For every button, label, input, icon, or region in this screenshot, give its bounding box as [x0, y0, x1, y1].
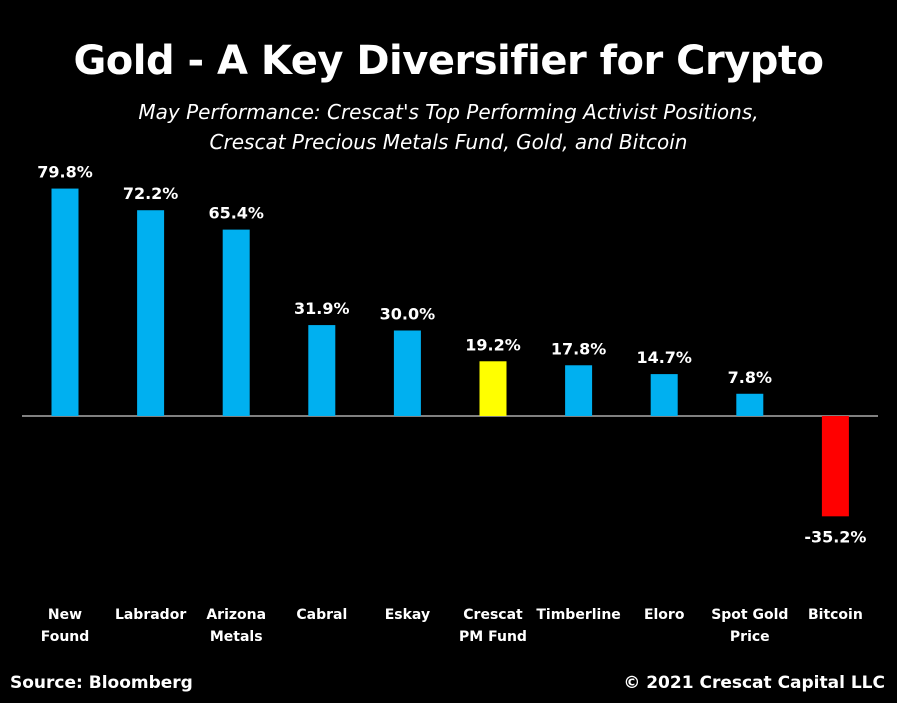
bar-7 — [650, 374, 678, 416]
category-label-8: Spot Gold Price — [711, 607, 788, 645]
data-label-1: 72.2% — [123, 184, 179, 203]
bar-5 — [479, 361, 507, 416]
category-label-9: Bitcoin — [808, 607, 863, 623]
category-label-1: Labrador — [115, 607, 186, 623]
copyright-note: © 2021 Crescat Capital LLC — [623, 673, 885, 693]
bar-6 — [565, 365, 593, 416]
chart-title: Gold - A Key Diversifier for Crypto — [73, 38, 824, 84]
bar-2 — [222, 229, 250, 416]
data-label-8: 7.8% — [728, 368, 772, 387]
bar-1 — [137, 210, 165, 416]
data-label-4: 30.0% — [380, 305, 436, 324]
bar-9 — [821, 416, 849, 517]
category-label-7: Eloro — [644, 607, 685, 623]
bar-8 — [736, 393, 764, 416]
category-label-5: Crescat PM Fund — [459, 607, 527, 645]
bar-0 — [51, 188, 79, 416]
data-label-5: 19.2% — [465, 335, 521, 354]
data-label-2: 65.4% — [208, 204, 264, 223]
data-label-3: 31.9% — [294, 299, 350, 318]
bar-3 — [308, 325, 336, 416]
data-label-6: 17.8% — [551, 339, 607, 358]
category-label-4: Eskay — [385, 607, 430, 623]
chart-subtitle-line-1: May Performance: Crescat's Top Performin… — [138, 100, 759, 124]
bar-4 — [393, 330, 421, 416]
category-label-0: New Found — [41, 607, 90, 645]
category-label-6: Timberline — [536, 607, 620, 623]
data-label-7: 14.7% — [636, 348, 692, 367]
data-label-0: 79.8% — [37, 163, 93, 182]
source-note: Source: Bloomberg — [10, 673, 193, 693]
category-label-2: Arizona Metals — [206, 607, 266, 645]
data-label-9: -35.2% — [804, 527, 866, 546]
category-label-3: Cabral — [296, 607, 347, 623]
chart-subtitle-line-2: Crescat Precious Metals Fund, Gold, and … — [209, 130, 688, 154]
